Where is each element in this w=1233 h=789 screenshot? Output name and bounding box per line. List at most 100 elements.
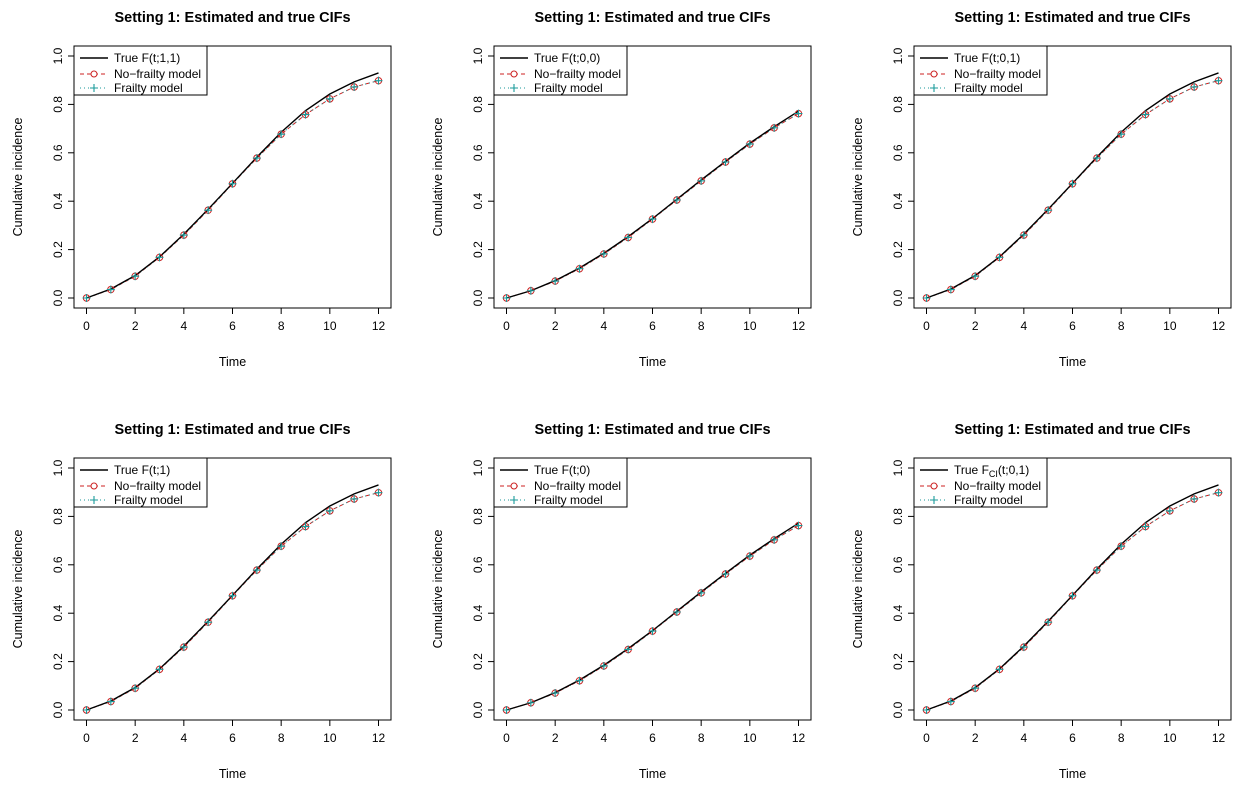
chart-title: Setting 1: Estimated and true CIFs: [534, 10, 770, 26]
point-frailty: [1019, 643, 1028, 652]
x-tick-label: 10: [323, 731, 337, 745]
y-tick-label: 0.0: [51, 701, 65, 718]
series-line-no-frailty: [86, 80, 379, 299]
x-tick-label: 2: [972, 319, 979, 333]
point-frailty: [374, 76, 383, 85]
y-tick-label: 0.4: [891, 193, 905, 210]
legend-label: True F(t;0,0): [534, 51, 600, 65]
point-frailty: [1092, 154, 1101, 163]
x-tick-label: 6: [649, 319, 656, 333]
legend-marker-frailty: [930, 84, 938, 92]
y-tick-label: 0.8: [891, 96, 905, 113]
series-line-frailty: [86, 80, 379, 299]
x-tick-label: 8: [1118, 319, 1125, 333]
point-frailty: [599, 661, 608, 670]
legend-marker-frailty: [510, 496, 518, 504]
x-tick-label: 10: [743, 319, 757, 333]
y-tick-label: 0.0: [471, 289, 485, 306]
chart-panel-4: Setting 1: Estimated and true CIFs 0 2 4 6 8 1…: [11, 422, 392, 781]
point-frailty: [131, 684, 140, 693]
y-tick-label: 0.8: [891, 508, 905, 525]
point-frailty: [794, 521, 803, 530]
point-frailty: [624, 645, 633, 654]
point-frailty: [252, 154, 261, 163]
x-tick-label: 10: [743, 731, 757, 745]
point-frailty: [1117, 130, 1126, 139]
x-tick-label: 8: [1118, 731, 1125, 745]
y-tick-label: 0.6: [891, 556, 905, 573]
point-frailty: [1141, 522, 1150, 531]
legend-box: [493, 457, 628, 508]
y-tick-label: 1.0: [471, 459, 485, 476]
legend-label: No−frailty model: [114, 479, 201, 493]
point-frailty: [204, 206, 213, 215]
legend-marker-no-frailty: [510, 70, 518, 78]
legend-marker-no-frailty: [510, 482, 518, 490]
x-tick-label: 0: [923, 731, 930, 745]
x-tick-label: 12: [372, 319, 386, 333]
point-frailty: [1117, 542, 1126, 551]
point-frailty: [575, 264, 584, 273]
x-tick-label: 2: [552, 731, 559, 745]
point-frailty: [922, 294, 931, 302]
y-tick-label: 0.4: [471, 605, 485, 622]
legend-marker-frailty: [510, 84, 518, 92]
point-frailty: [155, 253, 164, 262]
point-frailty: [374, 488, 383, 497]
point-frailty: [1092, 566, 1101, 575]
point-frailty: [551, 277, 560, 286]
point-frailty: [350, 494, 359, 503]
x-tick-label: 2: [552, 319, 559, 333]
x-tick-label: 6: [1069, 319, 1076, 333]
series-line-no-frailty: [506, 525, 799, 711]
x-tick-label: 4: [1020, 731, 1027, 745]
point-frailty: [325, 506, 334, 515]
point-frailty: [228, 591, 237, 600]
x-tick-label: 4: [1020, 319, 1027, 333]
point-frailty: [551, 689, 560, 698]
chart-title: Setting 1: Estimated and true CIFs: [114, 422, 350, 438]
point-frailty: [697, 176, 706, 185]
y-axis-label: Cumulative incidence: [431, 118, 445, 237]
x-tick-label: 12: [792, 319, 806, 333]
legend-label: No−frailty model: [954, 479, 1041, 493]
legend-box: [913, 45, 1048, 96]
point-frailty: [82, 706, 91, 714]
point-frailty: [228, 179, 237, 188]
point-frailty: [1019, 231, 1028, 240]
point-frailty: [106, 697, 115, 706]
legend-label: No−frailty model: [534, 67, 621, 81]
point-frailty: [179, 231, 188, 240]
point-frailty: [204, 618, 213, 627]
y-tick-label: 0.8: [51, 96, 65, 113]
legend-box: [913, 457, 1048, 508]
point-frailty: [946, 697, 955, 706]
point-frailty: [502, 294, 511, 302]
y-tick-label: 0.4: [891, 605, 905, 622]
legend-box: [73, 457, 208, 508]
legend-label: True F(t;1): [114, 463, 170, 477]
y-tick-label: 0.8: [51, 508, 65, 525]
y-axis-label: Cumulative incidence: [431, 530, 445, 649]
y-tick-label: 0.2: [51, 241, 65, 258]
y-tick-label: 0.6: [891, 144, 905, 161]
chart-panel-3: Setting 1: Estimated and true CIFs 0 2 4 6 8 1…: [851, 10, 1232, 369]
point-frailty: [922, 706, 931, 714]
x-tick-label: 8: [698, 319, 705, 333]
point-frailty: [1044, 618, 1053, 627]
legend-marker-frailty: [90, 84, 98, 92]
point-frailty: [350, 82, 359, 91]
series-line-true: [506, 110, 799, 299]
point-frailty: [1165, 94, 1174, 103]
y-tick-label: 1.0: [891, 459, 905, 476]
x-tick-label: 8: [278, 731, 285, 745]
x-axis-label: Time: [219, 767, 246, 781]
chart-panel-6: Setting 1: Estimated and true CIFs 0 2 4 6 8 1…: [851, 422, 1232, 781]
legend-label: True FCI(t;0,1): [954, 463, 1029, 479]
y-tick-label: 0.4: [51, 193, 65, 210]
y-tick-label: 0.8: [471, 508, 485, 525]
legend-label: Frailty model: [114, 493, 183, 507]
